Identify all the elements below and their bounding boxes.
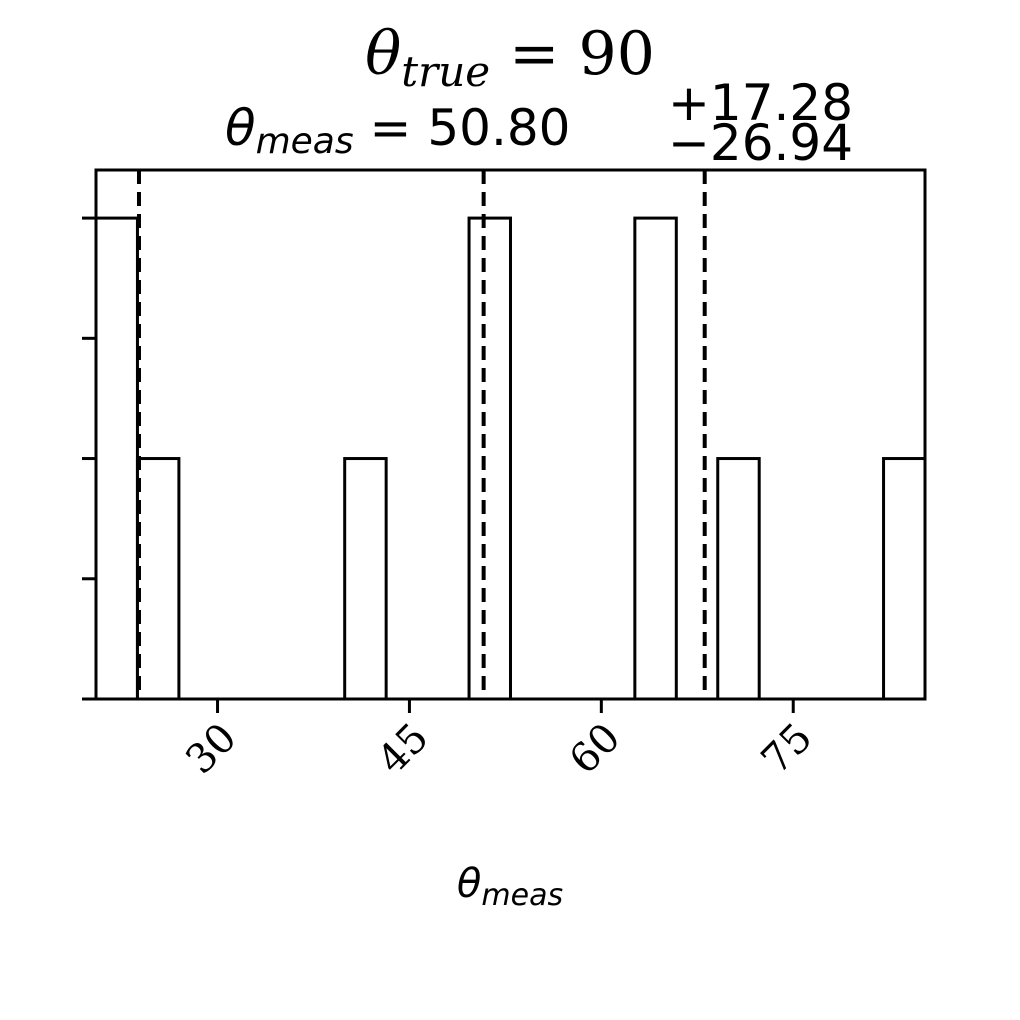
histogram-bar-0: [94, 216, 139, 701]
subtitle-subscript: meas: [256, 121, 354, 162]
plot-frame: [94, 168, 927, 701]
x-tick-label-1: 45: [369, 715, 438, 784]
subtitle-minus-error: −26.94: [668, 114, 853, 172]
title-subscript: true: [401, 47, 490, 96]
quantile-lines: [136, 170, 707, 699]
chart-title: θtrue = 90: [365, 19, 655, 96]
histogram-bar-9: [467, 216, 512, 701]
subtitle-value: 50.80: [427, 99, 570, 157]
title-rest: = 90: [490, 19, 655, 89]
x-axis-label: θmeas: [457, 861, 563, 913]
title-symbol: θ: [365, 19, 401, 89]
histogram-bar-15: [716, 457, 761, 701]
xlabel-symbol: θ: [457, 861, 481, 907]
chart-subtitle: θmeas = 50.80: [225, 99, 570, 162]
histogram-bar-13: [633, 216, 678, 701]
histogram-bars: [94, 216, 927, 701]
x-tick-label-3: 75: [753, 715, 822, 784]
x-tick-label-2: 60: [561, 715, 630, 784]
histogram-bar-19: [882, 457, 927, 701]
subtitle-plus-error: +17.28: [668, 74, 853, 132]
xlabel-subscript: meas: [481, 878, 563, 913]
subtitle-symbol: θ: [225, 99, 256, 157]
y-axis-ticks: [82, 216, 96, 701]
x-axis-ticks: 30 45 60 75: [177, 699, 821, 783]
histogram-bar-6: [343, 457, 388, 701]
subtitle-equals: =: [354, 99, 428, 157]
x-tick-label-0: 30: [177, 715, 246, 784]
histogram-bar-1: [135, 457, 181, 701]
